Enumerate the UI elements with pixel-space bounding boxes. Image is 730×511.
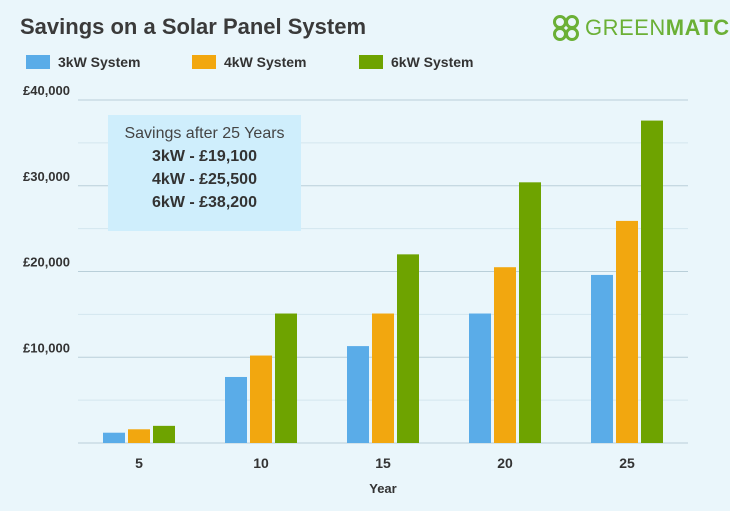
x-tick-label: 10 [253, 455, 269, 471]
callout-line-3kw: 3kW - £19,100 [152, 148, 257, 165]
legend-item-4kw: 4kW System [192, 54, 306, 70]
legend: 3kW System 4kW System 6kW System [26, 54, 706, 74]
logo-text: GREENMATCH [585, 15, 730, 40]
callout-line-4kw: 4kW - £25,500 [152, 171, 257, 188]
clover-icon [553, 15, 579, 41]
x-tick-label: 5 [135, 455, 143, 471]
callout-line-6kw: 6kW - £38,200 [152, 194, 257, 211]
legend-swatch-6kw [359, 55, 383, 69]
callout-title: Savings after 25 Years [124, 125, 285, 142]
chart-title: Savings on a Solar Panel System [20, 14, 367, 39]
y-tick-label: £20,000 [23, 255, 70, 270]
legend-label-4kw: 4kW System [224, 54, 307, 70]
bar-6kw-year-25 [641, 120, 663, 443]
bar-6kw-year-10 [275, 313, 297, 443]
bar-4kw-year-15 [372, 313, 394, 443]
y-tick-label: £10,000 [23, 340, 70, 355]
legend-label-6kw: 6kW System [391, 54, 474, 70]
legend-label-3kw: 3kW System [58, 54, 141, 70]
bar-6kw-year-15 [397, 254, 419, 443]
y-tick-label: £30,000 [23, 169, 70, 184]
bar-3kw-year-15 [347, 346, 369, 443]
greenmatch-logo: GREENMATCH [551, 13, 730, 43]
bar-4kw-year-10 [250, 355, 272, 443]
x-tick-label: 15 [375, 455, 391, 471]
x-tick-label: 25 [619, 455, 635, 471]
legend-item-3kw: 3kW System [26, 54, 140, 70]
legend-swatch-4kw [192, 55, 216, 69]
bar-6kw-year-5 [153, 425, 175, 443]
x-axis-label: Year [369, 481, 396, 496]
y-tick-label: £40,000 [23, 83, 70, 98]
savings-callout: Savings after 25 Years 3kW - £19,100 4kW… [108, 115, 301, 231]
legend-swatch-3kw [26, 55, 50, 69]
bar-4kw-year-20 [494, 267, 516, 443]
x-tick-label: 20 [497, 455, 513, 471]
bar-4kw-year-5 [128, 429, 150, 443]
bar-3kw-year-25 [591, 274, 613, 443]
bar-3kw-year-20 [469, 313, 491, 443]
bar-3kw-year-10 [225, 376, 247, 443]
bar-6kw-year-20 [519, 182, 541, 443]
legend-item-6kw: 6kW System [359, 54, 473, 70]
bar-3kw-year-5 [103, 432, 125, 443]
bar-4kw-year-25 [616, 220, 638, 443]
